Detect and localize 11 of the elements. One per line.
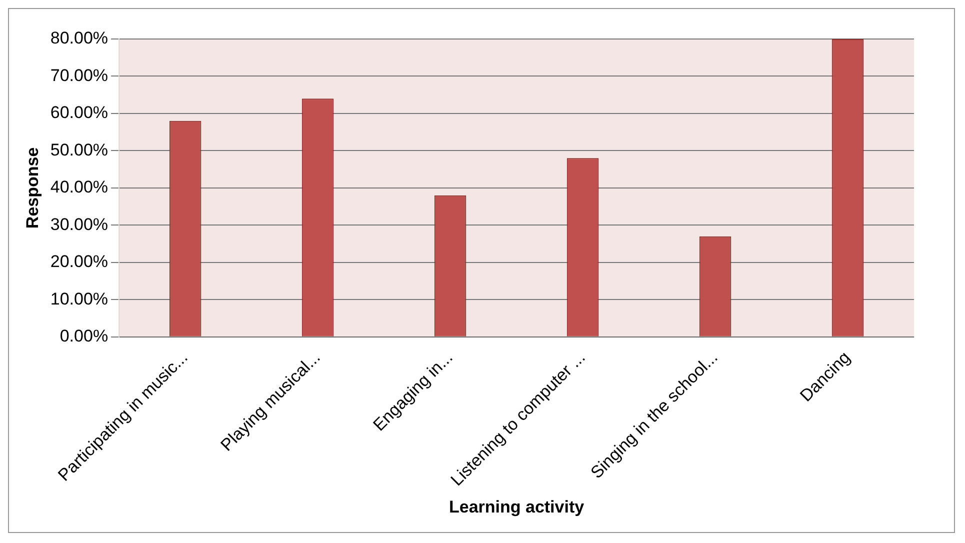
y-tick-label: 40.00% xyxy=(50,178,108,197)
x-axis-title: Learning activity xyxy=(448,497,585,516)
y-tick-label: 60.00% xyxy=(50,103,108,122)
y-tick-label: 70.00% xyxy=(50,66,108,85)
y-tick-label: 50.00% xyxy=(50,140,108,160)
y-tick-label: 0.00% xyxy=(60,326,108,346)
y-tick-label: 30.00% xyxy=(50,214,108,234)
y-axis-title: Response xyxy=(22,147,42,229)
y-tick-label: 10.00% xyxy=(50,289,108,308)
y-tick-label: 20.00% xyxy=(50,252,108,272)
y-tick-label: 80.00% xyxy=(50,28,108,48)
